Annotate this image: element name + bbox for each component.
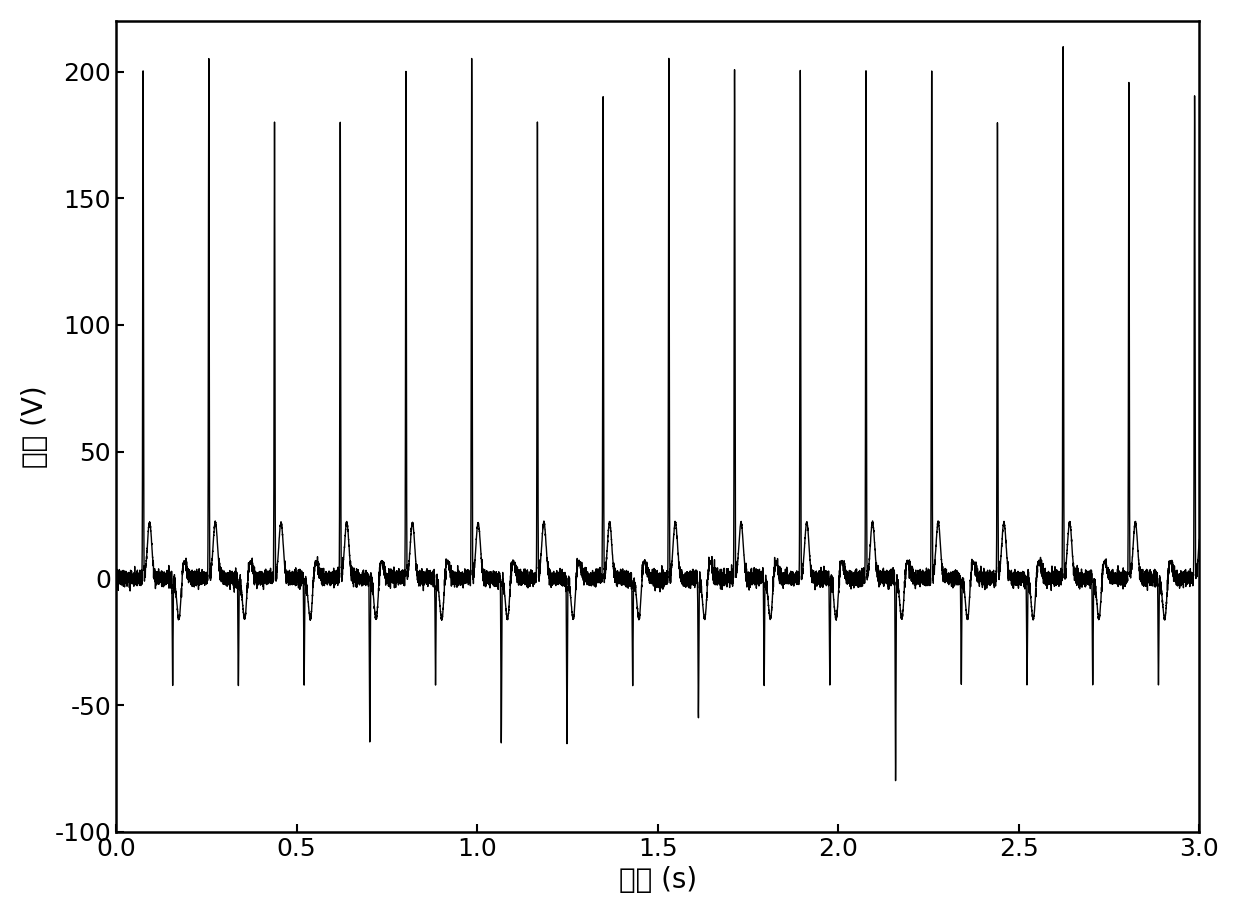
X-axis label: 时间 (s): 时间 (s) xyxy=(619,867,697,894)
Y-axis label: 电压 (V): 电压 (V) xyxy=(21,385,48,468)
